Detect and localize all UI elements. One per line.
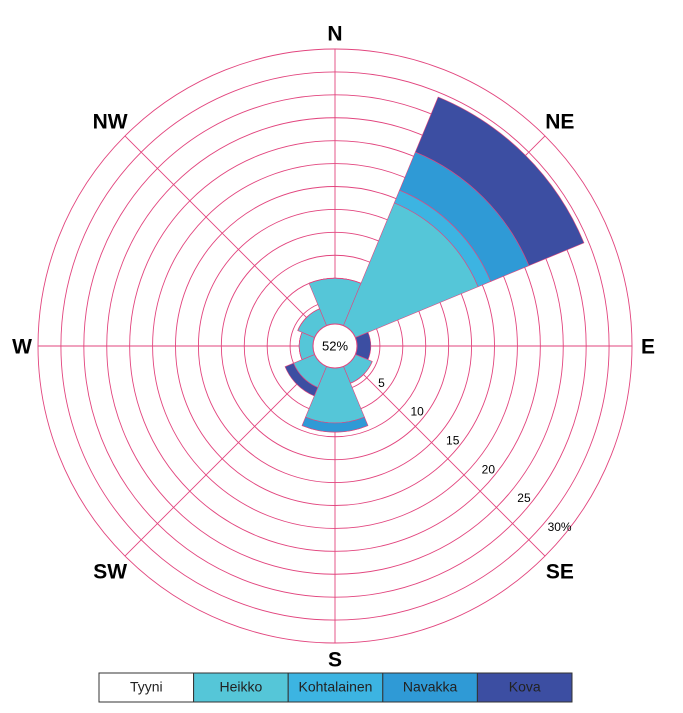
legend-label: Kohtalainen — [299, 679, 373, 695]
legend-label: Heikko — [220, 679, 263, 695]
spoke — [350, 361, 546, 557]
direction-label: SE — [546, 560, 574, 583]
r-tick-label: 30% — [548, 520, 572, 534]
direction-label: SW — [93, 560, 127, 583]
wind-segment — [284, 362, 319, 397]
calm-label: 52% — [322, 338, 348, 353]
r-tick-label: 5 — [378, 376, 385, 390]
legend-swatch — [287, 672, 384, 703]
r-tick-label: 10 — [410, 405, 424, 419]
legend-swatch — [476, 672, 573, 703]
wind-segment — [297, 308, 320, 331]
direction-label: NE — [545, 111, 574, 134]
calm-circle — [312, 323, 358, 369]
r-tick-label: 25 — [517, 491, 531, 505]
legend-label: Navakka — [403, 679, 458, 695]
legend-label: Kova — [509, 679, 541, 695]
direction-label: NW — [93, 111, 128, 134]
spoke — [124, 135, 320, 331]
wind-segment — [414, 96, 585, 267]
direction-label: W — [12, 336, 32, 359]
direction-label: E — [641, 336, 655, 359]
spoke — [124, 361, 320, 557]
legend-swatch — [98, 672, 195, 703]
legend-label: Tyyni — [130, 679, 163, 695]
legend-swatch — [193, 672, 289, 703]
r-tick-label: 15 — [446, 434, 460, 448]
r-tick-label: 20 — [482, 462, 496, 476]
direction-label: N — [327, 23, 342, 46]
legend-swatch — [382, 672, 478, 703]
direction-label: S — [328, 649, 342, 672]
